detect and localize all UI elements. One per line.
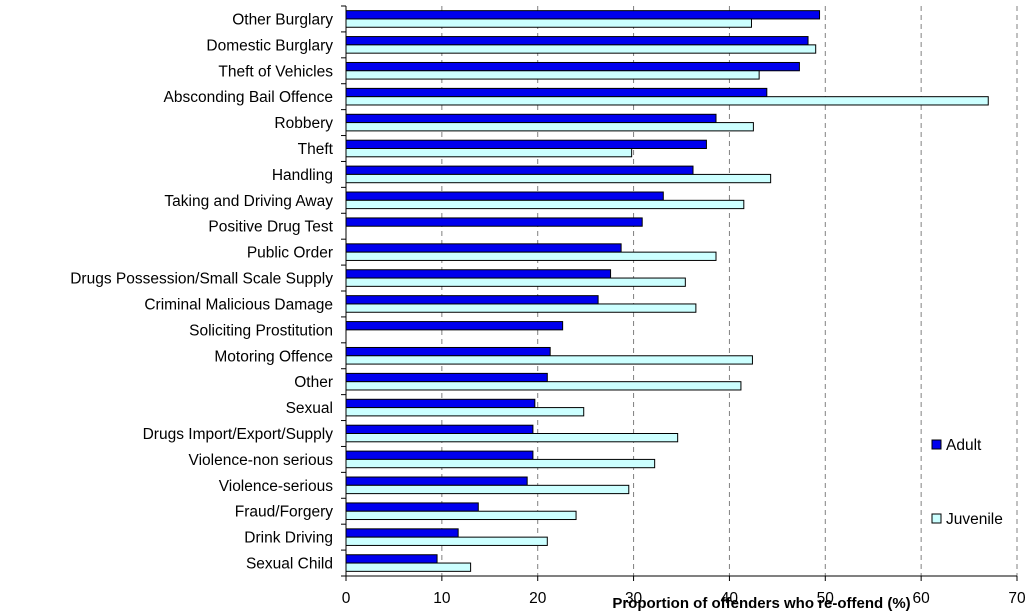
category-label: Criminal Malicious Damage — [144, 296, 333, 313]
x-axis-title: Proportion of offenders who re-offend (%… — [612, 595, 910, 612]
x-tick-label: 40 — [721, 590, 739, 607]
bar-juvenile-9 — [345, 251, 717, 261]
category-label: Absconding Bail Offence — [164, 89, 333, 106]
legend-label-juvenile: Juvenile — [946, 511, 1003, 528]
category-label: Taking and Driving Away — [164, 193, 333, 210]
category-label: Violence-non serious — [189, 452, 334, 469]
bar-adult-13 — [345, 346, 551, 357]
bar-adult-21 — [345, 554, 438, 564]
x-tick-label: 50 — [817, 590, 835, 607]
category-label: Robbery — [274, 115, 333, 132]
legend: Adult Juvenile — [931, 437, 1003, 528]
x-tick-label: 60 — [913, 590, 931, 607]
bar-juvenile-15 — [345, 407, 585, 417]
bar-adult-20 — [345, 528, 459, 538]
bar-adult-9 — [345, 243, 622, 253]
bar-juvenile-19 — [345, 510, 577, 521]
bar-juvenile-17 — [345, 458, 656, 469]
bar-adult-8 — [345, 217, 643, 227]
category-label: Other — [294, 374, 333, 391]
bar-juvenile-13 — [345, 355, 753, 365]
category-labels: Other Burglary Domestic Burglary Theft of … — [70, 11, 333, 572]
bar-juvenile-14 — [345, 381, 742, 391]
category-label: Sexual Child — [246, 556, 333, 573]
bar-adult-18 — [345, 476, 528, 486]
category-label: Handling — [272, 167, 333, 184]
category-label: Drugs Possession/Small Scale Supply — [70, 271, 333, 288]
category-label: Domestic Burglary — [206, 37, 333, 54]
x-tick-label: 0 — [342, 590, 351, 607]
bar-juvenile-2 — [345, 70, 760, 80]
legend-swatch-adult — [931, 439, 942, 450]
bar-adult-19 — [345, 502, 479, 512]
bar-adult-17 — [345, 450, 534, 460]
category-label: Theft of Vehicles — [218, 63, 333, 80]
bar-juvenile-0 — [345, 18, 752, 28]
bar-adult-15 — [345, 398, 536, 409]
category-label: Drink Driving — [244, 530, 333, 547]
bar-juvenile-6 — [345, 173, 772, 184]
bar-juvenile-11 — [345, 303, 697, 313]
bar-adult-16 — [345, 424, 534, 435]
category-label: Theft — [298, 141, 334, 158]
bar-adult-4 — [345, 113, 717, 124]
category-label: Sexual — [286, 400, 333, 417]
bar-adult-3 — [345, 87, 768, 98]
bar-adult-10 — [345, 269, 612, 279]
bar-juvenile-20 — [345, 536, 548, 546]
bars — [345, 10, 989, 572]
x-tick-label: 20 — [529, 590, 547, 607]
bar-juvenile-3 — [345, 96, 989, 106]
x-tick-label: 10 — [433, 590, 451, 607]
bar-adult-5 — [345, 139, 707, 149]
bar-adult-11 — [345, 295, 599, 305]
category-label: Fraud/Forgery — [235, 504, 333, 521]
bar-adult-6 — [345, 165, 694, 175]
bar-juvenile-10 — [345, 277, 686, 287]
bar-juvenile-4 — [345, 122, 754, 132]
bar-adult-2 — [345, 61, 800, 72]
category-label: Drugs Import/Export/Supply — [143, 426, 334, 443]
bar-juvenile-1 — [345, 44, 817, 54]
category-label: Motoring Offence — [214, 348, 333, 365]
bar-juvenile-5 — [345, 148, 633, 158]
bar-juvenile-16 — [345, 433, 679, 443]
category-label: Other Burglary — [232, 11, 333, 28]
category-label: Public Order — [247, 245, 333, 262]
category-label: Positive Drug Test — [208, 219, 333, 236]
bar-adult-14 — [345, 372, 548, 383]
x-tick-label: 30 — [625, 590, 643, 607]
bar-adult-1 — [345, 36, 809, 46]
axes — [341, 5, 1018, 581]
bar-juvenile-7 — [345, 199, 745, 210]
legend-label-adult: Adult — [946, 437, 982, 454]
bar-juvenile-18 — [345, 484, 630, 495]
bar-adult-0 — [345, 10, 821, 20]
bar-adult-12 — [345, 321, 564, 331]
bar-juvenile-21 — [345, 562, 472, 572]
x-tick-label: 70 — [1008, 590, 1026, 607]
category-label: Violence-serious — [219, 478, 334, 495]
x-tick-labels: 0 10 20 30 40 50 60 70 — [342, 590, 1026, 607]
legend-swatch-juvenile — [931, 513, 942, 524]
bar-adult-7 — [345, 191, 664, 201]
category-label: Soliciting Prostitution — [189, 322, 333, 339]
